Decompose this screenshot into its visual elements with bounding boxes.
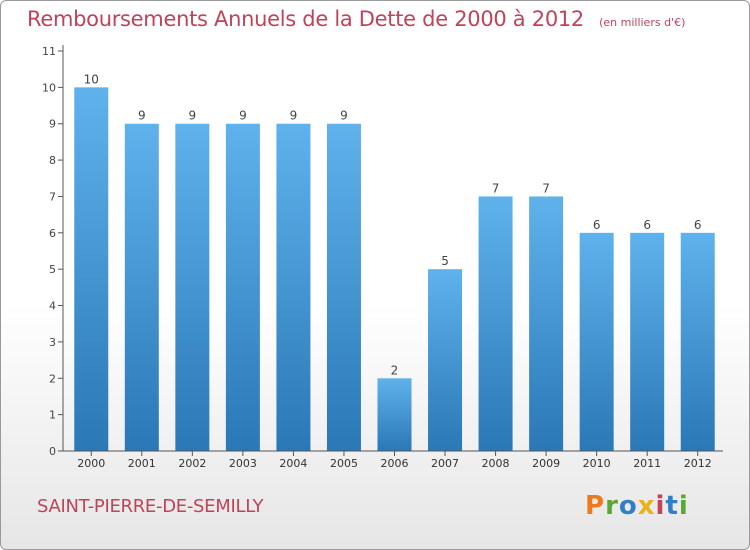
chart-unit-label: (en milliers d'€) bbox=[599, 16, 686, 29]
chart-title: Remboursements Annuels de la Dette de 20… bbox=[27, 7, 584, 31]
x-tick-label: 2006 bbox=[381, 457, 409, 470]
data-label: 7 bbox=[542, 181, 550, 195]
bar bbox=[680, 232, 715, 451]
bar bbox=[74, 87, 109, 451]
data-label: 6 bbox=[593, 218, 601, 232]
bar bbox=[630, 232, 665, 451]
y-tick-label: 1 bbox=[49, 409, 56, 422]
x-tick-label: 2003 bbox=[229, 457, 257, 470]
bar bbox=[579, 232, 614, 451]
data-label: 2 bbox=[391, 363, 399, 377]
data-label: 5 bbox=[441, 254, 449, 268]
y-tick-label: 3 bbox=[49, 336, 56, 349]
x-tick-label: 2011 bbox=[633, 457, 661, 470]
data-label: 9 bbox=[138, 109, 146, 123]
x-tick-label: 2007 bbox=[431, 457, 459, 470]
x-tick-label: 2001 bbox=[128, 457, 156, 470]
y-tick-label: 5 bbox=[49, 263, 56, 276]
y-tick-label: 9 bbox=[49, 118, 56, 131]
bar bbox=[478, 196, 513, 451]
logo-letter: t bbox=[665, 491, 679, 521]
bar bbox=[529, 196, 564, 451]
bars-layer bbox=[74, 87, 715, 452]
axes-layer: 0 1 2 3 4 5 6 7 8 9 10 11 bbox=[42, 45, 723, 458]
data-label: 6 bbox=[694, 218, 702, 232]
data-label: 7 bbox=[492, 181, 500, 195]
logo-letter: x bbox=[637, 491, 656, 521]
x-tick-label: 2010 bbox=[583, 457, 611, 470]
chart-title-group: Remboursements Annuels de la Dette de 20… bbox=[27, 7, 685, 31]
x-tick-label: 2002 bbox=[178, 457, 206, 470]
x-tick-label: 2005 bbox=[330, 457, 358, 470]
commune-name: SAINT-PIERRE-DE-SEMILLY bbox=[37, 496, 264, 517]
data-label: 10 bbox=[84, 72, 99, 86]
logo-letter: i bbox=[655, 491, 666, 521]
data-label: 9 bbox=[189, 109, 197, 123]
y-tick-label: 7 bbox=[49, 190, 56, 203]
logo-letter: i bbox=[678, 491, 689, 521]
bar bbox=[124, 123, 159, 452]
bar bbox=[276, 123, 311, 452]
y-tick-label: 2 bbox=[49, 372, 56, 385]
y-tick-label: 10 bbox=[42, 81, 56, 94]
bar bbox=[326, 123, 361, 452]
bar bbox=[428, 269, 463, 451]
bar bbox=[175, 123, 210, 452]
x-tick-label: 2000 bbox=[77, 457, 105, 470]
logo-letter: r bbox=[605, 491, 619, 521]
x-tick-label: 2004 bbox=[279, 457, 307, 470]
logo-letter: P bbox=[585, 491, 606, 521]
x-tick-label: 2008 bbox=[482, 457, 510, 470]
y-tick-label: 8 bbox=[49, 154, 56, 167]
x-tick-label: 2009 bbox=[532, 457, 560, 470]
proxiti-logo: Proxiti bbox=[585, 491, 689, 521]
y-tick-label: 6 bbox=[49, 227, 56, 240]
logo-letter: o bbox=[618, 491, 638, 521]
data-label: 9 bbox=[340, 109, 348, 123]
bar bbox=[225, 123, 260, 452]
data-label: 9 bbox=[290, 109, 298, 123]
y-tick-label: 11 bbox=[42, 45, 56, 58]
data-label: 6 bbox=[643, 218, 651, 232]
data-label: 9 bbox=[239, 109, 247, 123]
x-tick-label: 2012 bbox=[684, 457, 712, 470]
y-tick-label: 0 bbox=[49, 445, 56, 458]
bar bbox=[377, 378, 412, 451]
labels-layer: 10 2000 9 2001 9 2002 9 2003 9 2004 9 2005 2 2006 5 200… bbox=[77, 72, 711, 470]
y-tick-label: 4 bbox=[49, 300, 56, 313]
